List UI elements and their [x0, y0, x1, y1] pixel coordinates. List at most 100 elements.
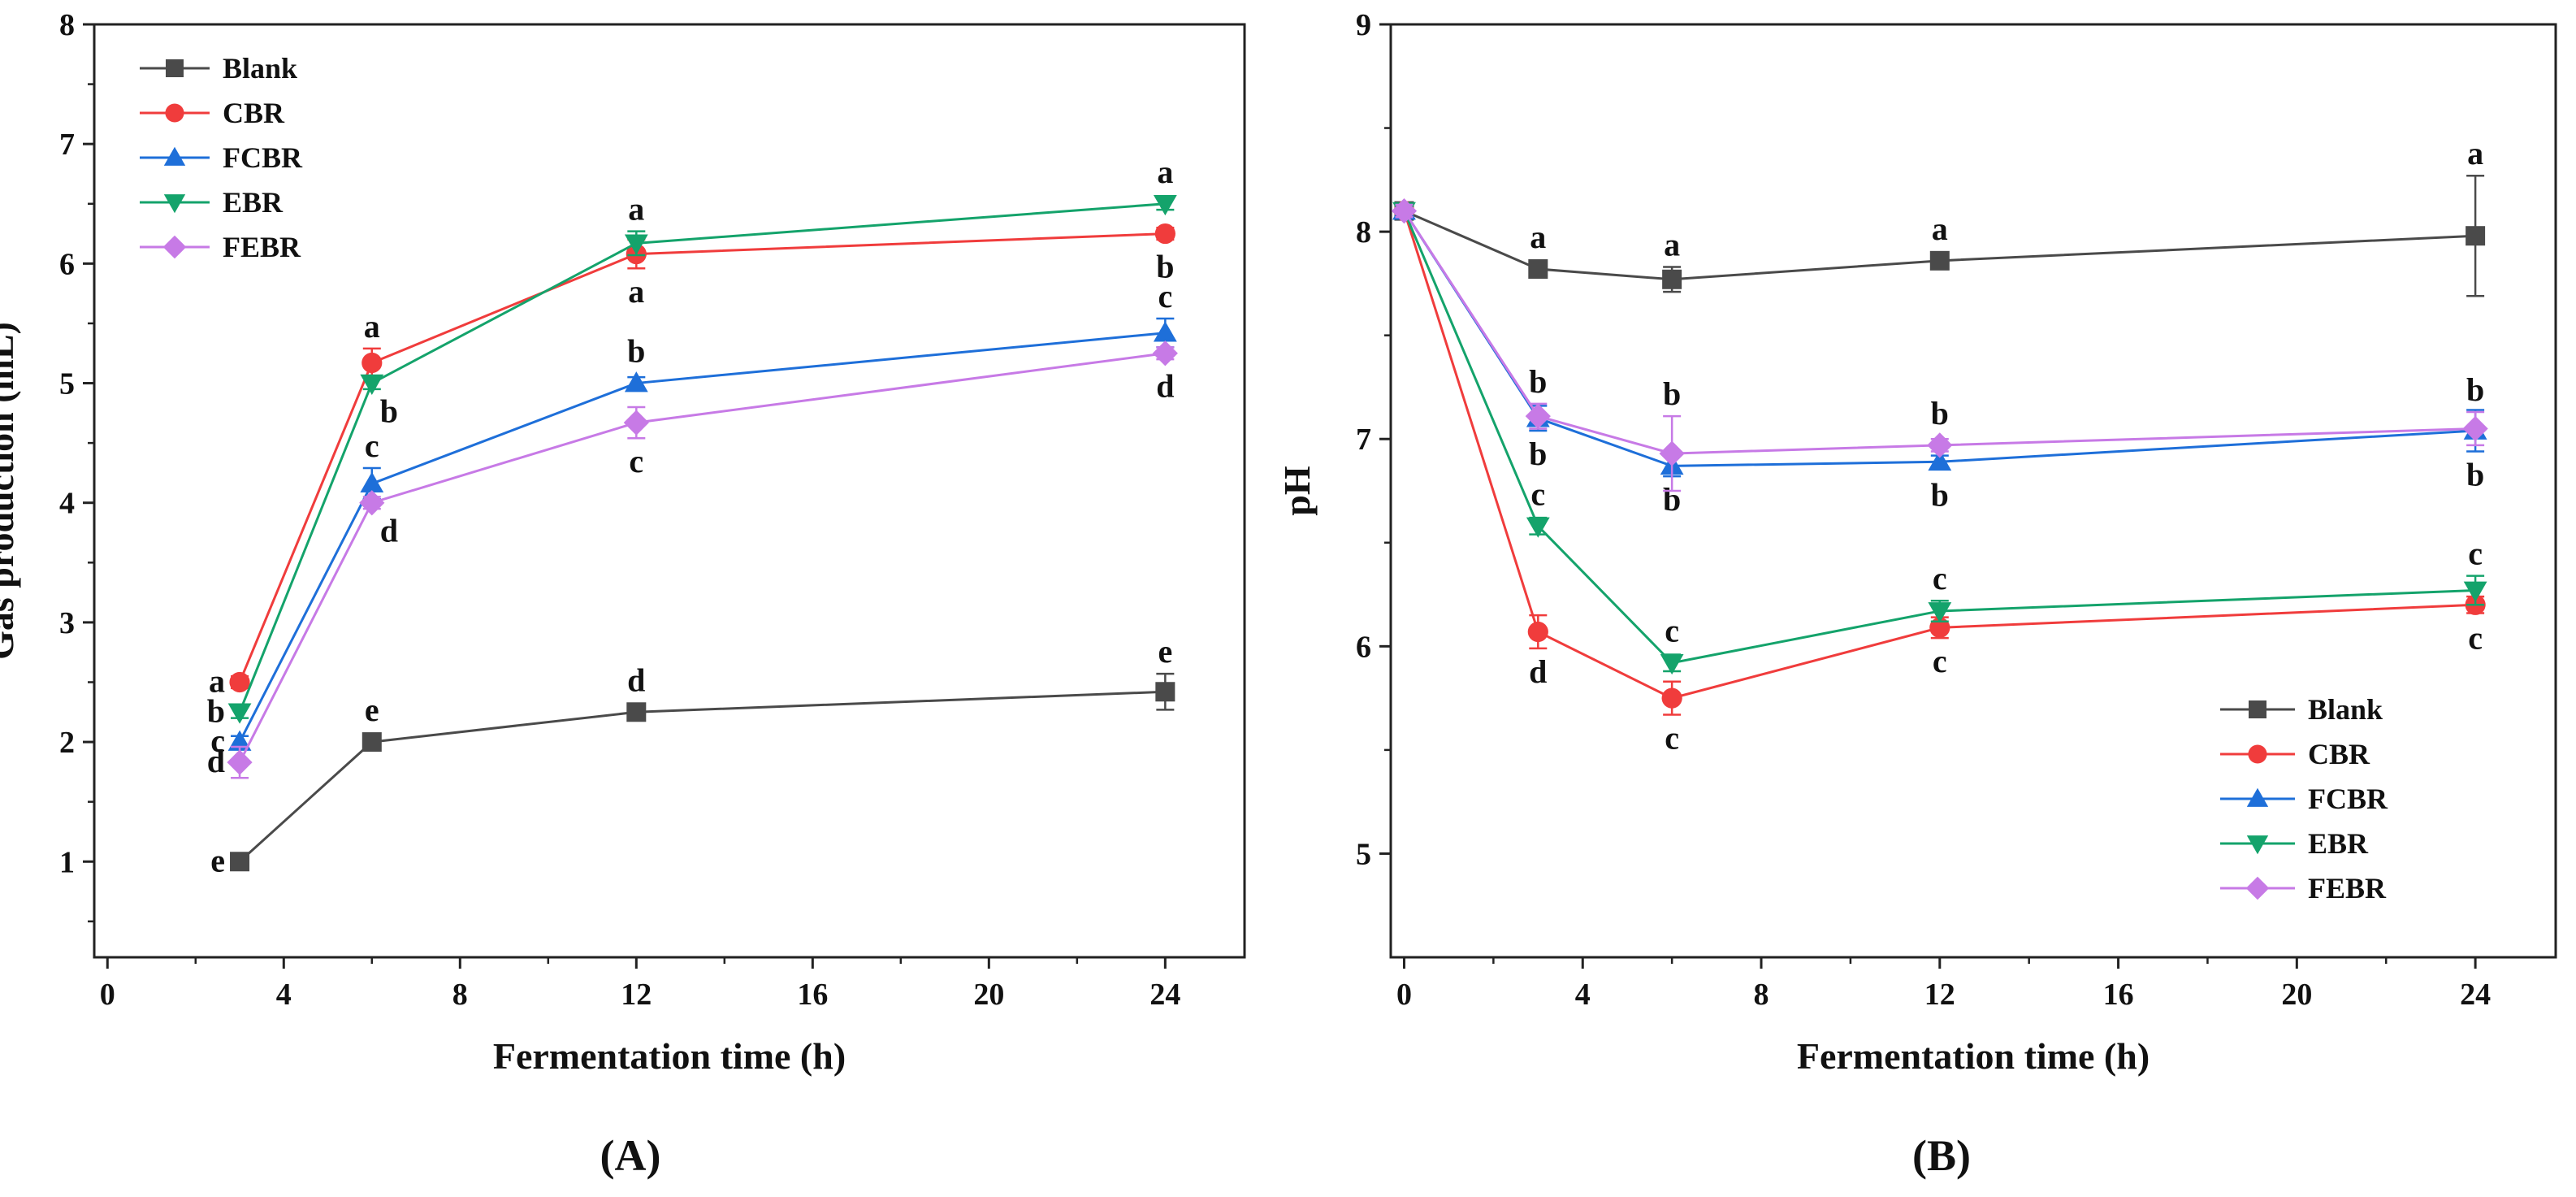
b-x-tick-label-1: 4 — [1575, 978, 1591, 1012]
a-series-cbr-significance-label-3: b — [1156, 249, 1174, 285]
b-series-blank-marker-2 — [1662, 269, 1682, 289]
b-series-febr: b bbb — [1391, 198, 2488, 492]
a-series-febr-significance-label-1: d — [380, 513, 398, 549]
a-series-fcbr-marker-0 — [227, 730, 252, 751]
b-legend-label-fcbr: FCBR — [2308, 783, 2388, 815]
b-series-febr-significance-label-1: b — [1529, 363, 1547, 400]
a-x-tick-label-2: 8 — [452, 978, 468, 1012]
b-series-febr-marker-3 — [1927, 432, 1953, 458]
b-plot-frame — [1389, 23, 2557, 959]
a-legend-label-febr: FEBR — [223, 231, 301, 263]
b-series-ebr-marker-2 — [1660, 653, 1684, 675]
b-series-blank-significance-label-4: a — [2467, 135, 2483, 171]
b-legend-item-blank: Blank — [2220, 693, 2383, 726]
b-series-fcbr: b b b b — [1392, 199, 2487, 518]
b-y-tick-label-0: 5 — [1356, 837, 1371, 871]
a-x-tick-label-1: 4 — [276, 978, 292, 1012]
a-series-febr-marker-2 — [623, 410, 649, 436]
b-series-cbr-significance-label-3: c — [1933, 643, 1947, 679]
a-legend-label-ebr: EBR — [223, 186, 284, 219]
a-series-fcbr-marker-1 — [360, 471, 384, 492]
b-series-ebr-significance-label-3: c — [1933, 560, 1947, 596]
b-x-axis-title: Fermentation time (h) — [1797, 1035, 2150, 1077]
a-legend-swatch-marker-ebr — [163, 194, 186, 214]
a-series-fcbr-significance-label-0: c — [210, 722, 225, 759]
a-series-fcbr-significance-label-3: c — [1158, 278, 1172, 314]
b-series-febr-marker-2 — [1659, 440, 1685, 466]
b-series-febr-marker-1 — [1525, 403, 1551, 429]
b-series-febr-significance-label-4: b — [2466, 371, 2484, 408]
b-series-ebr-significance-label-1: c — [1530, 475, 1545, 512]
a-y-tick-label-2: 3 — [59, 606, 75, 640]
b-series-blank-significance-label-2: a — [1664, 226, 1680, 262]
panel-label-b: (B) — [1912, 1131, 1971, 1180]
a-legend-item-cbr: CBR — [140, 97, 285, 129]
b-series-blank-marker-3 — [1929, 250, 1950, 271]
a-series-ebr-marker-0 — [227, 703, 252, 724]
b-series-cbr-marker-1 — [1527, 621, 1548, 643]
a-series-fcbr-significance-label-1: c — [365, 427, 379, 464]
a-legend-swatch-marker-blank — [166, 59, 184, 77]
a-series-cbr-significance-label-1: a — [364, 308, 380, 345]
b-series-cbr-marker-2 — [1661, 687, 1682, 709]
a-series-blank-marker-0 — [230, 852, 250, 872]
a-series-cbr-line — [238, 232, 1166, 683]
b-series-blank-significance-label-1: a — [1530, 219, 1546, 255]
a-y-tick-label-1: 2 — [59, 726, 75, 760]
a-series-febr-significance-label-2: c — [629, 443, 643, 479]
a-legend-swatch-marker-fcbr — [163, 146, 186, 166]
a-series-ebr-line — [238, 202, 1166, 713]
panel-b-ph-chart: 0 4 8 12 16 20 24 5 6 7 8 9 Fermentation time (h) pH a… — [1276, 8, 2557, 1077]
a-series-blank-significance-label-2: d — [627, 661, 645, 698]
a-x-tick-label-6: 24 — [1149, 978, 1180, 1012]
b-series-febr-marker-0 — [1391, 198, 1418, 224]
b-series-cbr-significance-label-4: c — [2468, 619, 2483, 656]
b-legend-swatch-marker-cbr — [2248, 744, 2267, 764]
b-x-tick-label-0: 0 — [1396, 978, 1412, 1012]
a-legend-swatch-marker-febr — [162, 235, 187, 259]
a-series-ebr-significance-label-2: a — [628, 191, 644, 228]
a-series-febr-marker-1 — [359, 490, 385, 516]
a-y-tick-label-7: 8 — [59, 8, 75, 42]
a-y-tick-label-5: 6 — [59, 247, 75, 281]
b-series-ebr-marker-1 — [1526, 517, 1550, 538]
a-series-fcbr-marker-3 — [1153, 321, 1177, 342]
a-series-febr-marker-3 — [1152, 340, 1178, 366]
b-legend-label-ebr: EBR — [2308, 827, 2369, 860]
a-series-cbr-significance-label-2: a — [628, 273, 644, 310]
b-legend: Blank CBR FCBR EBR FEBR — [2220, 693, 2388, 904]
a-series-cbr-marker-0 — [229, 671, 250, 693]
a-y-tick-label-4: 5 — [59, 367, 75, 401]
b-x-tick-label-6: 24 — [2460, 978, 2491, 1012]
b-series-fcbr-significance-label-4: b — [2466, 457, 2484, 493]
b-legend-label-febr: FEBR — [2308, 872, 2387, 904]
a-x-tick-label-0: 0 — [100, 978, 115, 1012]
a-legend-item-ebr: EBR — [140, 186, 284, 219]
b-y-tick-label-3: 8 — [1356, 215, 1371, 249]
b-x-tick-label-3: 12 — [1924, 978, 1955, 1012]
b-legend-item-ebr: EBR — [2220, 827, 2369, 860]
b-series-blank-significance-label-3: a — [1932, 210, 1948, 247]
a-legend: Blank CBR FCBR EBR FEBR — [140, 52, 303, 263]
b-legend-label-cbr: CBR — [2308, 738, 2370, 770]
b-legend-swatch-marker-febr — [2245, 876, 2270, 900]
a-series-fcbr-marker-2 — [624, 371, 648, 392]
a-series-blank-significance-label-3: e — [1158, 633, 1172, 670]
b-legend-label-blank: Blank — [2308, 693, 2383, 726]
b-y-tick-label-1: 6 — [1356, 630, 1371, 664]
b-series-ebr-marker-4 — [2463, 581, 2487, 602]
a-series-cbr-marker-3 — [1154, 223, 1175, 245]
b-legend-item-febr: FEBR — [2220, 872, 2387, 904]
a-legend-item-febr: FEBR — [140, 231, 301, 263]
a-series-febr-line — [238, 352, 1166, 763]
a-legend-item-blank: Blank — [140, 52, 297, 85]
b-y-tick-label-4: 9 — [1356, 8, 1371, 42]
a-x-tick-label-4: 16 — [797, 978, 828, 1012]
b-series-fcbr-significance-label-3: b — [1931, 476, 1949, 513]
b-x-tick-label-5: 20 — [2281, 978, 2312, 1012]
a-x-axis-title: Fermentation time (h) — [493, 1035, 846, 1077]
